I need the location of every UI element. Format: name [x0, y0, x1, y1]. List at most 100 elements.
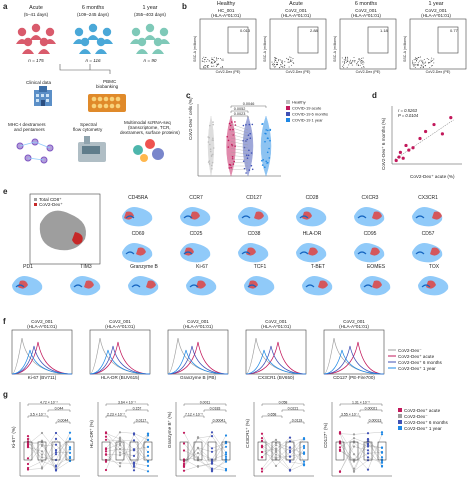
violin-point: [208, 163, 211, 165]
flow-hla: (HLA-A*01:01): [211, 13, 241, 18]
flow-event-dot: [203, 56, 205, 58]
person-head: [88, 23, 98, 33]
flow-event-dot: [273, 64, 275, 66]
umap-r2-2: [238, 243, 269, 263]
paired-point: [338, 448, 342, 451]
flow-hla: (HLA-A*01:01): [351, 13, 381, 18]
flow-event-dot: [211, 59, 213, 61]
paired-line: [230, 168, 249, 170]
box-plot: [179, 441, 189, 461]
flow-event-dot: [271, 64, 273, 66]
flow-event-dot: [358, 58, 360, 60]
paired-line: [27, 439, 71, 470]
marker-label-r3-6: EOMES: [366, 264, 386, 270]
marker-label-r2-0: CD69: [131, 231, 145, 237]
flow-event-dot: [220, 58, 222, 60]
box-plot: [299, 441, 309, 461]
marker-label-r3-5: T-BET: [310, 264, 326, 270]
hist-hla: (HLA-A*01:01): [261, 324, 291, 329]
paired-ylabel: Granzyme B⁺ (%): [167, 411, 172, 448]
paired-point: [288, 469, 292, 472]
flow-event-dot: [429, 66, 431, 68]
flow-event-dot: [353, 60, 355, 62]
paired-line: [339, 433, 383, 472]
paired-line: [339, 446, 383, 472]
legend-label: COVID-19 acute: [292, 106, 322, 111]
cohort-n: n = 90: [143, 58, 157, 63]
pvalue-label: 0.0183: [210, 406, 221, 410]
hist-sample-id: CoV2_001: [265, 319, 287, 324]
paired-line: [183, 432, 227, 463]
paired-point: [302, 446, 306, 450]
box-plot: [363, 441, 373, 461]
marker-label-r2-3: HLA-DR: [302, 231, 322, 237]
flow-event-dot: [351, 61, 353, 63]
person-body: [38, 49, 50, 54]
paired-ylabel: CX3CR1⁺ (%): [245, 419, 250, 448]
cohort-days: (109–245 days): [77, 12, 109, 17]
flow-event-dot: [361, 59, 363, 61]
people-group-icon: [16, 23, 56, 54]
person-head: [131, 27, 141, 37]
violin-point: [267, 129, 269, 132]
flow-event-dot: [344, 62, 345, 64]
paired-line: [105, 433, 149, 466]
paired-point: [260, 470, 264, 473]
paired-point: [366, 432, 370, 435]
paired-point: [54, 431, 58, 435]
violin-point: [248, 169, 251, 171]
flow-event-dot: [416, 58, 418, 60]
flow-event-dot: [422, 63, 424, 65]
histogram-curve: [167, 349, 229, 375]
flow-event-dot: [412, 64, 414, 66]
pvalue-label: 0.0117: [136, 418, 146, 422]
umap-r1-2: [238, 207, 269, 227]
flow-event-dot: [423, 66, 424, 68]
flow-event-dot: [204, 65, 206, 67]
flow-event-dot: [275, 57, 277, 59]
violin-point: [261, 123, 263, 125]
violin-point: [211, 161, 214, 164]
flow-event-dot: [214, 61, 216, 63]
flow-xlabel: CoV2-Dex (PE): [425, 70, 451, 74]
flow-event-dot: [288, 61, 290, 63]
paired-point: [288, 449, 292, 452]
pvalue-label: 4.72 × 10⁻⁸: [40, 400, 59, 404]
paired-line: [230, 148, 249, 152]
paired-legend-swatch: [398, 408, 402, 412]
paired-point: [104, 468, 108, 472]
flow-event-dot: [343, 67, 345, 69]
paired-point: [54, 453, 58, 456]
umap-r1-0: [122, 207, 153, 227]
hist-legend-line: [388, 355, 396, 357]
flow-event-dot: [361, 61, 363, 63]
violin-point: [209, 124, 211, 127]
paired-point: [352, 437, 356, 440]
flow-event-dot: [431, 65, 432, 67]
gate-percentage: 0.013: [240, 28, 251, 33]
flow-event-dot: [349, 62, 351, 64]
umap-r2-0: [122, 243, 153, 263]
violin-point: [232, 128, 234, 131]
paired-point: [302, 463, 306, 466]
paired-point: [288, 451, 292, 454]
legend-swatch: [286, 118, 290, 122]
scatter-point: [449, 116, 453, 120]
flow-event-dot: [274, 56, 276, 58]
flow-event-dot: [422, 60, 424, 62]
violin-point: [264, 166, 266, 168]
paired-point: [380, 451, 384, 454]
violin-point: [251, 123, 254, 126]
people-group-icon: [73, 23, 113, 54]
flow-event-dot: [282, 66, 284, 68]
flow-event-dot: [413, 63, 415, 65]
paired-point: [26, 462, 30, 466]
flow-event-dot: [207, 59, 209, 61]
flow-event-dot: [424, 62, 426, 64]
flow-event-dot: [417, 64, 419, 66]
paired-point: [224, 460, 228, 463]
flow-event-dot: [288, 66, 290, 68]
flow-event-dot: [213, 60, 215, 62]
flow-event-dot: [282, 65, 284, 67]
